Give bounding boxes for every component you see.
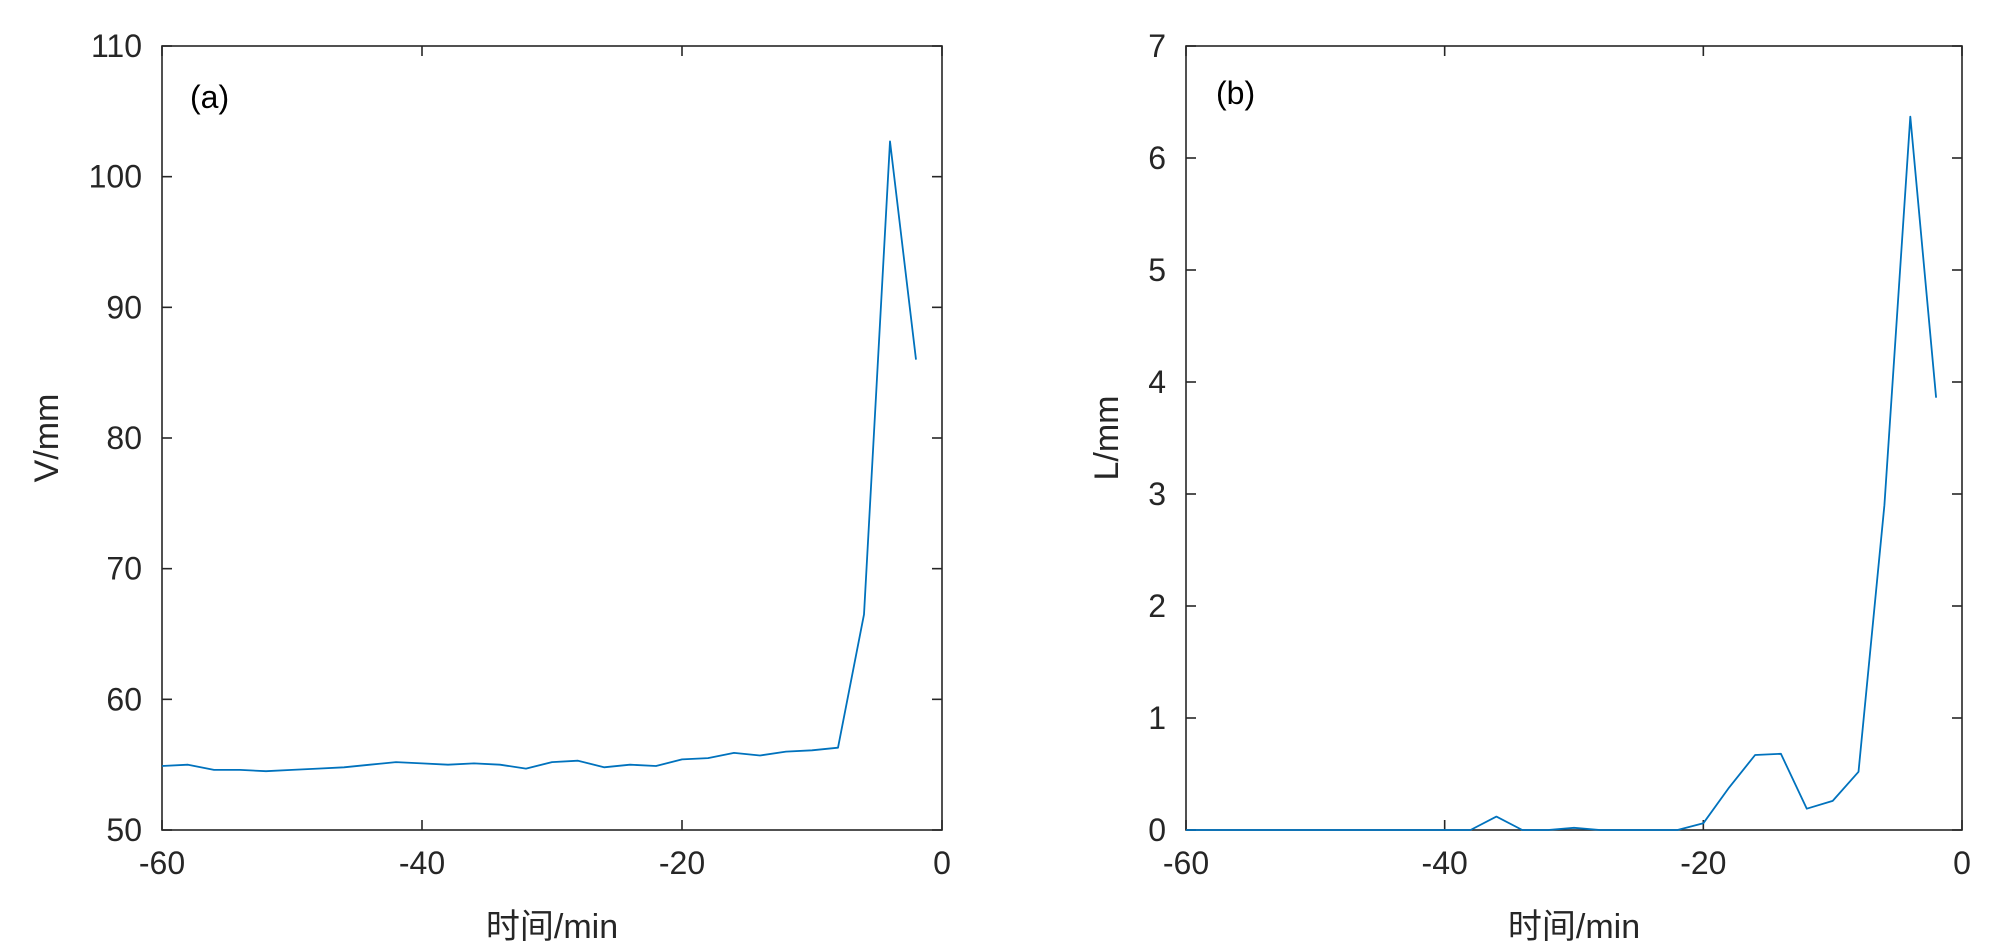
x-tick-label: -40	[1422, 845, 1468, 881]
plot-frame	[1185, 45, 1963, 831]
x-tick-label: -20	[659, 845, 705, 881]
y-tick-label: 70	[106, 551, 142, 587]
y-tick-label: 0	[1148, 812, 1166, 848]
chart-panel-b: -60 -40 -20 0 0 1 2 3 4 5 6 7 (b) 时间/min L/mm	[1088, 28, 1971, 946]
x-tick-label: -60	[139, 845, 185, 881]
y-tick-label: 5	[1148, 252, 1166, 288]
series-line-0	[1186, 115, 1937, 831]
y-tick-label: 6	[1148, 140, 1166, 176]
y-tick-labels: 50 60 70 80 90 100 110	[89, 28, 142, 848]
series-lines	[1186, 115, 1937, 831]
x-tick-label: 0	[1953, 845, 1971, 881]
x-tick-label: 0	[933, 845, 951, 881]
y-tick-label: 60	[106, 681, 142, 717]
x-tick-label: -60	[1163, 845, 1209, 881]
y-tick-label: 7	[1148, 28, 1166, 64]
y-tick-label: 50	[106, 812, 142, 848]
tick-marks	[1185, 45, 1963, 831]
y-tick-label: 80	[106, 420, 142, 456]
y-tick-label: 1	[1148, 700, 1166, 736]
plot-frame	[161, 45, 943, 831]
x-axis-label: 时间/min	[1508, 908, 1640, 946]
y-tick-label: 2	[1148, 588, 1166, 624]
panel-label: (b)	[1216, 75, 1255, 111]
y-tick-label: 100	[89, 159, 142, 195]
y-tick-label: 3	[1148, 476, 1166, 512]
x-tick-labels: -60 -40 -20 0	[1163, 845, 1971, 881]
y-axis-label: L/mm	[1088, 396, 1126, 481]
x-axis-label: 时间/min	[486, 908, 618, 946]
y-axis-label: V/mm	[28, 394, 66, 483]
y-tick-labels: 0 1 2 3 4 5 6 7	[1148, 28, 1166, 848]
y-tick-label: 110	[91, 28, 142, 64]
x-tick-labels: -60 -40 -20 0	[139, 845, 951, 881]
series-line-0	[161, 140, 917, 773]
y-tick-label: 4	[1148, 364, 1166, 400]
y-tick-label: 90	[106, 289, 142, 325]
panel-label: (a)	[190, 79, 229, 115]
tick-marks	[161, 45, 943, 831]
series-lines	[161, 140, 917, 773]
x-tick-label: -20	[1680, 845, 1726, 881]
x-tick-label: -40	[399, 845, 445, 881]
chart-panel-a: -60 -40 -20 0 50 60 70 80 90 100 110 (a) 时间/min V…	[28, 28, 951, 946]
